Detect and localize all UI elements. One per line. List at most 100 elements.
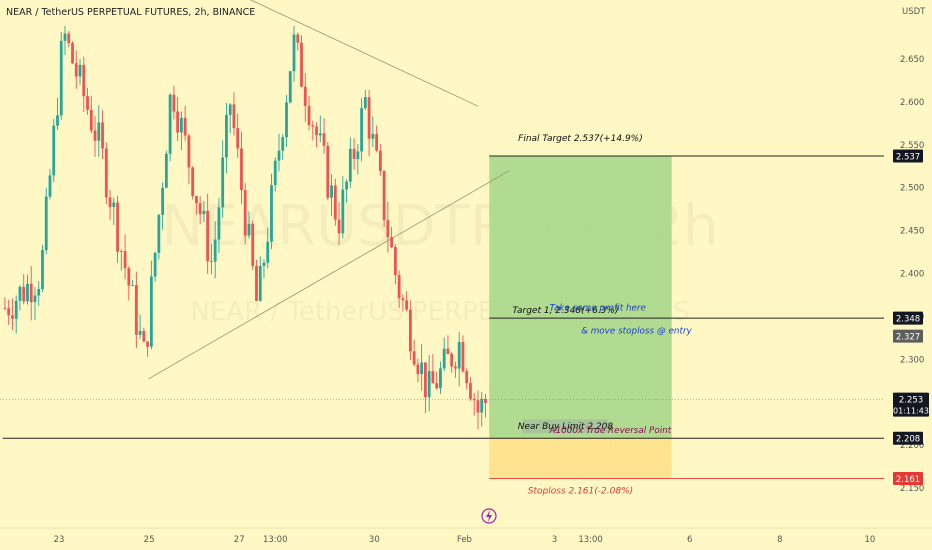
annotation-2: & move stoploss @ entry xyxy=(581,327,692,337)
candle-body-68 xyxy=(258,265,262,301)
candle-body-46 xyxy=(176,111,180,133)
horizontal-lines[interactable]: Final Target 2.537(+14.9%) Target 1, 2.34… xyxy=(0,134,884,497)
x-tick-label: 30 xyxy=(369,535,380,545)
candle-body-109 xyxy=(412,351,416,365)
candle-body-104 xyxy=(393,247,397,276)
candle-body-15 xyxy=(59,40,63,116)
candle-body-111 xyxy=(420,362,424,375)
candle-body-71 xyxy=(270,185,273,242)
candle-body-63 xyxy=(240,148,243,191)
candle-body-75 xyxy=(285,102,288,138)
candle-body-120 xyxy=(454,366,457,369)
candle-body-66 xyxy=(251,223,255,266)
candle-body-61 xyxy=(232,104,236,129)
y-tick-label: 2.600 xyxy=(900,98,924,108)
candle-body-95 xyxy=(360,108,363,152)
candle-body-106 xyxy=(401,298,405,301)
candle-body-30 xyxy=(116,202,119,252)
candle-body-41 xyxy=(157,214,161,253)
price-badge-2 xyxy=(893,311,923,325)
y-tick-label: 2.650 xyxy=(900,55,924,65)
plot-area[interactable] xyxy=(0,0,884,528)
x-tick-label: 27 xyxy=(234,535,245,545)
candle-body-45 xyxy=(172,94,176,112)
candle-body-3 xyxy=(14,300,18,319)
candle-body-56 xyxy=(213,239,217,262)
time-axis[interactable]: 23 25 27 13:00 30 Feb 3 13:00 6 8 10 xyxy=(54,535,876,545)
trendline-2[interactable] xyxy=(147,170,510,380)
candle-body-98 xyxy=(371,133,375,139)
y-tick-label: 2.300 xyxy=(900,355,924,365)
x-tick-label: Feb xyxy=(457,535,472,545)
candle-body-14 xyxy=(56,115,59,126)
candle-body-25 xyxy=(97,122,101,141)
candle-body-27 xyxy=(104,148,108,198)
candle-body-1 xyxy=(7,308,11,316)
candle-body-115 xyxy=(435,383,439,389)
candle-body-67 xyxy=(255,265,258,301)
profit-zone[interactable] xyxy=(489,155,672,439)
trendline-1[interactable] xyxy=(221,0,479,107)
candle-body-59 xyxy=(225,114,228,158)
hline-label-3: Near Buy Limit 2.208 xyxy=(518,422,614,432)
x-tick-label: 13:00 xyxy=(578,535,603,545)
candle-body-103 xyxy=(390,237,394,248)
candle-body-107 xyxy=(405,300,409,310)
candle-body-11 xyxy=(44,196,48,251)
entry-label-bg xyxy=(522,419,609,434)
candle-body-92 xyxy=(348,148,352,182)
current-price-badge xyxy=(893,392,929,417)
candle-body-81 xyxy=(307,105,311,126)
candle-body-62 xyxy=(236,128,240,149)
x-tick-label: 13:00 xyxy=(263,535,288,545)
candle-body-10 xyxy=(41,250,44,289)
y-tick-label: 2.500 xyxy=(900,184,924,194)
candle-body-55 xyxy=(210,261,213,262)
candle-body-58 xyxy=(221,157,225,208)
candle-body-43 xyxy=(164,153,168,188)
candle-body-86 xyxy=(326,145,330,198)
candle-body-74 xyxy=(281,137,285,151)
candle-body-40 xyxy=(153,252,157,277)
currency-label: USDT xyxy=(902,7,926,17)
candle-body-101 xyxy=(382,171,386,221)
lightning-icon[interactable] xyxy=(481,508,497,524)
price-axis[interactable] xyxy=(884,0,932,550)
candle-body-16 xyxy=(63,33,67,41)
candle-body-54 xyxy=(206,210,210,262)
candle-body-100 xyxy=(378,150,382,172)
candle-body-78 xyxy=(296,34,300,43)
candles xyxy=(3,25,487,430)
annotation-3: A1000x True Reversal Point xyxy=(549,426,672,436)
x-tick-label: 25 xyxy=(144,535,155,545)
hline-label-1: Final Target 2.537(+14.9%) xyxy=(518,134,643,144)
position-zones[interactable] xyxy=(489,155,672,479)
annotation-1: Take some profit here xyxy=(550,303,647,313)
candle-body-53 xyxy=(202,210,206,215)
annotations: Take some profit here & move stoploss @ e… xyxy=(549,303,693,436)
x-tick-label: 10 xyxy=(864,535,875,545)
candle-body-47 xyxy=(179,117,183,133)
candle-body-82 xyxy=(311,125,315,127)
candle-body-36 xyxy=(138,330,142,335)
candle-body-116 xyxy=(439,368,442,389)
x-tick-label: 23 xyxy=(54,535,65,545)
trendlines[interactable] xyxy=(147,0,510,380)
candle-body-21 xyxy=(82,64,86,97)
candle-body-69 xyxy=(262,262,266,266)
candle-body-105 xyxy=(397,275,401,299)
candle-body-110 xyxy=(416,364,420,375)
candle-body-126 xyxy=(476,400,480,413)
candle-body-20 xyxy=(78,64,82,77)
loss-zone[interactable] xyxy=(489,438,672,479)
candle-body-118 xyxy=(446,348,450,354)
candle-body-31 xyxy=(119,251,123,252)
candle-body-49 xyxy=(187,135,191,168)
x-tick-label: 8 xyxy=(777,535,782,545)
candle-body-37 xyxy=(142,330,146,342)
candle-body-121 xyxy=(457,341,461,369)
price-badge-1 xyxy=(893,149,923,163)
candle-body-113 xyxy=(427,371,431,398)
